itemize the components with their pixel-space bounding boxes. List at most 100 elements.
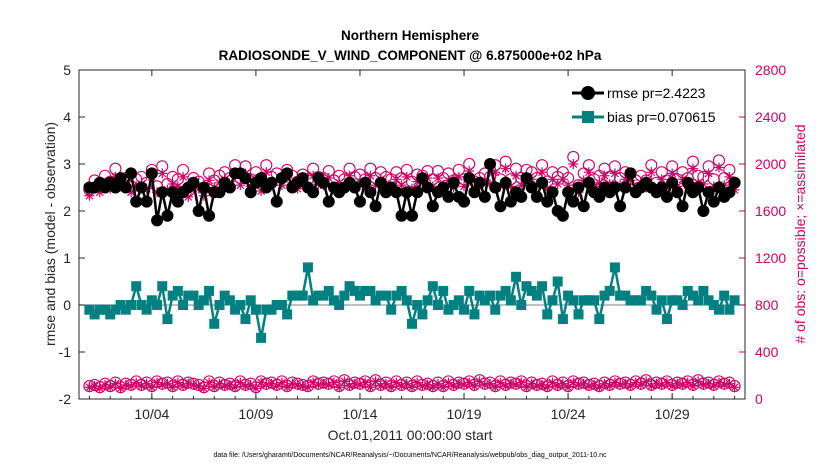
obs-assimilated-point xyxy=(646,381,657,392)
bias-point xyxy=(287,290,298,301)
rmse-point xyxy=(192,205,205,217)
obs-assimilated-point xyxy=(672,378,683,389)
obs-assimilated-point xyxy=(583,167,594,178)
bias-point xyxy=(682,285,693,296)
rmse-point xyxy=(473,176,486,189)
obs-assimilated-point xyxy=(209,382,220,393)
y-axis-label-right: # of obs: o=possible; ×=assimilated xyxy=(792,124,808,343)
bias-point xyxy=(271,300,282,310)
rmse-point xyxy=(530,190,543,203)
bias-point xyxy=(396,285,407,296)
rmse-point xyxy=(489,181,502,194)
rmse-point xyxy=(140,195,153,208)
bias-point xyxy=(188,290,199,301)
obs-assimilated-point xyxy=(245,379,256,390)
bias-point xyxy=(172,285,183,296)
bias-point xyxy=(646,290,657,301)
bias-point xyxy=(641,285,652,296)
rmse-point xyxy=(322,195,335,208)
rmse-point xyxy=(525,181,538,194)
data-file-note: data file: /Users/gharamti/Documents/NCA… xyxy=(213,452,607,459)
obs-assimilated-point xyxy=(682,377,693,388)
bias-point xyxy=(531,290,542,301)
bias-point xyxy=(615,290,626,301)
y-left-tick-label: 1 xyxy=(63,250,71,266)
obs-assimilated-point xyxy=(485,378,496,389)
rmse-point xyxy=(390,186,403,199)
rmse-point xyxy=(484,158,497,170)
bias-point xyxy=(568,295,579,306)
rmse-point xyxy=(692,181,705,194)
obs-assimilated-point xyxy=(115,383,126,394)
rmse-point xyxy=(125,167,138,180)
x-tick-label: 10/29 xyxy=(655,406,690,422)
bias-point xyxy=(224,295,235,306)
rmse-point xyxy=(655,181,668,194)
rmse-point xyxy=(353,195,366,208)
y-right-tick-label: 2000 xyxy=(755,156,786,172)
obs-assimilated-point xyxy=(495,377,506,388)
bias-point xyxy=(183,290,194,301)
obs-assimilated-point xyxy=(625,381,636,392)
obs-assimilated-point xyxy=(131,377,142,388)
obs-assimilated-point xyxy=(537,167,548,178)
bias-point xyxy=(500,285,511,296)
obs-assimilated-point xyxy=(401,171,412,182)
rmse-point xyxy=(255,172,268,185)
rmse-point xyxy=(447,176,460,189)
x-tick-label: 10/09 xyxy=(238,406,273,422)
rmse-point xyxy=(499,176,512,189)
bias-point xyxy=(360,285,371,296)
bias-point xyxy=(105,309,116,320)
rmse-point xyxy=(478,190,491,203)
bias-point xyxy=(448,300,459,310)
y-left-tick-label: 4 xyxy=(63,109,71,125)
rmse-point xyxy=(411,186,424,199)
obs-assimilated-point xyxy=(105,382,116,393)
rmse-point xyxy=(660,190,673,203)
bias-point xyxy=(479,295,490,306)
bias-point xyxy=(282,309,293,320)
rmse-point xyxy=(624,167,637,180)
rmse-point xyxy=(416,172,429,185)
bias-point xyxy=(318,290,329,301)
bias-point xyxy=(552,276,563,287)
rmse-point xyxy=(270,195,283,208)
obs-assimilated-point xyxy=(646,167,657,178)
legend-bias-marker xyxy=(582,111,594,123)
chart-subtitle: RADIOSONDE_V_WIND_COMPONENT @ 6.875000e+… xyxy=(219,48,602,63)
y-axis-label-left: rmse and bias (model - observation) xyxy=(42,122,58,346)
bias-point xyxy=(589,295,600,306)
rmse-point xyxy=(702,186,715,199)
rmse-point xyxy=(723,186,736,199)
obs-assimilated-point xyxy=(282,382,293,393)
rmse-point xyxy=(608,181,621,194)
obs-assimilated-point xyxy=(427,382,438,393)
obs-assimilated-point xyxy=(172,377,183,388)
rmse-point xyxy=(171,195,184,208)
rmse-point xyxy=(463,172,476,185)
bias-point xyxy=(84,304,95,315)
obs-assimilated-point xyxy=(609,168,620,179)
bias-point xyxy=(407,318,417,329)
rmse-point xyxy=(109,181,122,194)
bias-point xyxy=(557,314,568,325)
rmse-point xyxy=(671,186,684,199)
bias-point xyxy=(667,295,678,306)
obs-assimilated-point xyxy=(703,168,714,179)
rmse-point xyxy=(712,181,725,194)
rmse-point xyxy=(567,195,580,208)
bias-point xyxy=(152,300,163,310)
bias-point xyxy=(505,295,516,306)
y-right-tick-label: 800 xyxy=(755,297,779,313)
bias-point xyxy=(594,314,605,325)
obs-assimilated-point xyxy=(557,378,568,389)
rmse-point xyxy=(556,209,569,222)
rmse-point xyxy=(364,186,377,199)
x-tick-label: 10/14 xyxy=(342,406,377,422)
rmse-point xyxy=(130,195,143,208)
rmse-point xyxy=(520,172,533,185)
obs-assimilated-point xyxy=(687,163,698,174)
y-left-tick-label: -2 xyxy=(59,391,72,407)
